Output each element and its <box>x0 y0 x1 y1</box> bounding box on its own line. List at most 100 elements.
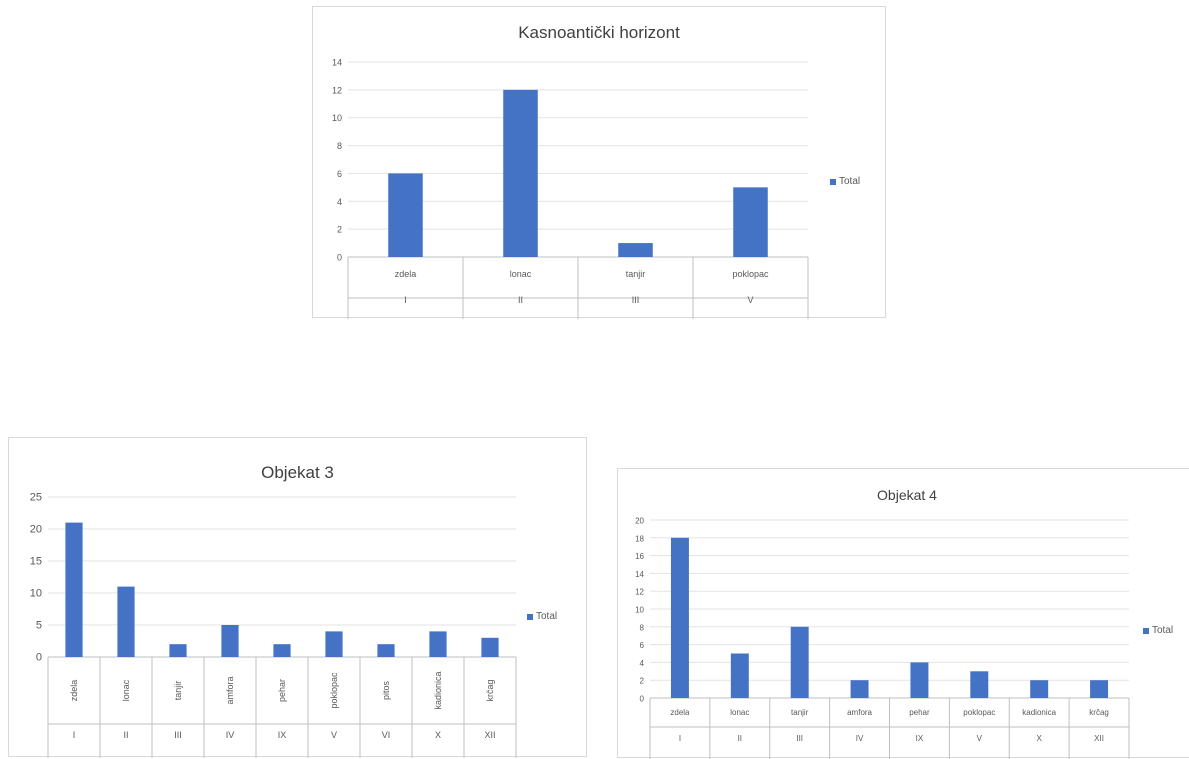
x-category-label: tanjir <box>626 269 646 279</box>
bar <box>388 173 423 257</box>
y-tick-label: 4 <box>337 197 342 207</box>
y-tick-label: 14 <box>635 570 644 579</box>
x-category-label: pitos <box>381 680 391 700</box>
bar <box>1030 680 1049 698</box>
x-group-label: XII <box>1094 734 1104 743</box>
y-tick-label: 4 <box>640 659 645 668</box>
legend-label: Total <box>1152 625 1174 636</box>
x-group-label: I <box>404 295 407 305</box>
x-category-label: amfora <box>225 676 235 704</box>
bar <box>169 644 187 657</box>
bar <box>1090 680 1109 698</box>
y-tick-label: 10 <box>332 113 342 123</box>
x-category-label: kadionica <box>1022 708 1056 717</box>
y-tick-label: 14 <box>332 58 342 68</box>
x-category-label: pehar <box>909 708 930 717</box>
chart-legend: Total <box>1143 625 1173 636</box>
x-category-label: lonac <box>510 269 532 279</box>
bar <box>618 243 653 257</box>
x-group-label: V <box>331 730 337 740</box>
x-category-label: zdela <box>670 708 690 717</box>
x-group-label: IV <box>856 734 864 743</box>
y-tick-label: 20 <box>30 524 42 536</box>
legend-swatch <box>1143 627 1149 634</box>
x-group-label: III <box>632 295 640 305</box>
x-group-label: V <box>977 734 983 743</box>
legend-label: Total <box>536 611 558 622</box>
y-tick-label: 0 <box>36 652 42 664</box>
y-tick-label: 12 <box>635 588 644 597</box>
x-category-label: tanjir <box>791 708 809 717</box>
x-category-label: tanjir <box>173 681 183 701</box>
x-group-label: IX <box>916 734 924 743</box>
chart-title: Objekat 3 <box>261 463 334 482</box>
legend-label: Total <box>839 176 861 187</box>
x-category-label: poklopac <box>732 269 769 279</box>
bar <box>429 631 447 657</box>
y-tick-label: 20 <box>635 517 644 526</box>
x-group-label: I <box>73 730 76 740</box>
x-category-label: zdela <box>69 680 79 702</box>
x-group-label: II <box>123 730 128 740</box>
x-category-label: zdela <box>395 269 417 279</box>
chart-title: Objekat 4 <box>877 487 937 503</box>
legend-swatch <box>830 178 836 185</box>
x-group-label: IX <box>278 730 287 740</box>
bar <box>910 662 929 698</box>
y-tick-label: 25 <box>30 492 42 504</box>
x-category-label: poklopac <box>329 672 339 709</box>
y-tick-label: 0 <box>640 695 645 704</box>
x-group-label: I <box>679 734 681 743</box>
bar <box>325 631 343 657</box>
bar <box>850 680 869 698</box>
x-group-label: V <box>747 295 753 305</box>
x-group-label: III <box>174 730 182 740</box>
x-category-label: poklopac <box>963 708 995 717</box>
chart-legend: Total <box>830 176 860 187</box>
x-group-label: IV <box>226 730 235 740</box>
y-tick-label: 12 <box>332 85 342 95</box>
x-group-label: X <box>435 730 441 740</box>
y-tick-label: 8 <box>640 623 645 632</box>
bar <box>790 626 809 698</box>
legend-swatch <box>527 613 533 620</box>
x-group-label: III <box>796 734 803 743</box>
y-tick-label: 6 <box>640 641 645 650</box>
y-tick-label: 2 <box>337 225 342 235</box>
bar <box>970 671 989 698</box>
y-tick-label: 15 <box>30 556 42 568</box>
bar <box>733 187 768 257</box>
y-tick-label: 18 <box>635 534 644 543</box>
bar <box>221 625 239 657</box>
bar <box>503 89 538 257</box>
y-tick-label: 5 <box>36 620 42 632</box>
x-category-label: lonac <box>121 679 131 701</box>
y-tick-label: 16 <box>635 552 644 561</box>
x-category-label: amfora <box>847 708 872 717</box>
bar <box>65 522 83 657</box>
chart-legend: Total <box>527 611 557 622</box>
y-tick-label: 10 <box>30 588 42 600</box>
x-group-label: II <box>738 734 742 743</box>
x-category-label: krčag <box>1089 708 1109 717</box>
y-tick-label: 10 <box>635 606 644 615</box>
y-tick-label: 0 <box>337 253 342 263</box>
x-category-label: pehar <box>277 679 287 702</box>
bar <box>670 537 689 698</box>
bar <box>481 637 499 657</box>
x-group-label: II <box>518 295 523 305</box>
x-category-label: lonac <box>730 708 749 717</box>
bar <box>730 653 749 698</box>
x-category-label: krčag <box>485 679 495 701</box>
x-category-label: kadionica <box>433 671 443 709</box>
bar <box>117 586 135 657</box>
x-group-label: X <box>1037 734 1043 743</box>
y-tick-label: 8 <box>337 141 342 151</box>
chart-title: Kasnoantički horizont <box>518 23 680 42</box>
